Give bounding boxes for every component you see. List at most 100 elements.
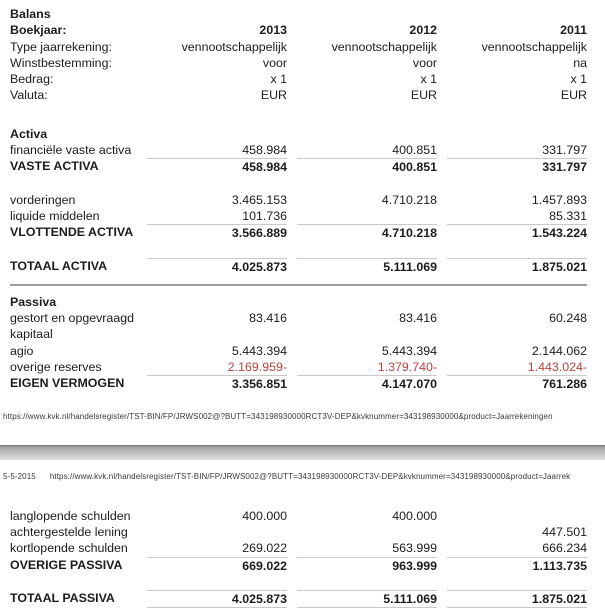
value-cell: x 1 — [270, 72, 287, 87]
value-cell — [137, 326, 287, 342]
table-row: TOTAAL PASSIVA 4.025.873 5.111.069 1.875.02… — [10, 589, 587, 609]
value-cell: 2.169.959- — [227, 360, 287, 375]
value-cell — [287, 326, 437, 342]
value-cell: 2012 — [409, 23, 437, 38]
table-row: liquide middelen 101.736 85.331 — [10, 208, 587, 224]
value-cell: 2.144.062 — [531, 343, 587, 358]
table-row: Balans — [10, 6, 587, 22]
table-row: Passiva — [10, 294, 587, 310]
row-label: TOTAAL PASSIVA — [10, 590, 115, 605]
value-cell: EUR — [260, 88, 287, 103]
row-label: overige reserves — [10, 360, 102, 375]
row-spacer — [10, 176, 587, 192]
value-cell: 83.416 — [399, 311, 437, 326]
table-row: VASTE ACTIVA 458.984 400.851 331.797 — [10, 158, 587, 175]
row-spacer — [10, 242, 587, 258]
value-cell — [287, 6, 437, 22]
value-cell — [437, 326, 587, 342]
page2-header-url: https://www.kvk.nl/handelsregister/TST-B… — [49, 471, 571, 481]
value-cell: EUR — [560, 88, 587, 103]
table-row: OVERIGE PASSIVA 669.022 963.999 1.113.735 — [10, 556, 587, 574]
table-row: TOTAAL ACTIVA 4.025.873 5.111.069 1.875.021 — [10, 257, 587, 275]
value-cell: 458.984 — [242, 143, 287, 158]
value-cell: 447.501 — [542, 524, 587, 539]
value-cell: 761.286 — [447, 375, 587, 392]
value-cell: 5.111.069 — [297, 589, 437, 609]
value-cell: 3.566.889 — [147, 224, 287, 241]
table-row: langlopende schulden 400.000 400.000 — [10, 508, 587, 524]
table-row: Boekjaar: 2013 2012 2011 — [10, 22, 587, 38]
page1-footer-url: https://www.kvk.nl/handelsregister/TST-B… — [3, 411, 553, 421]
table-row: Bedrag: x 1 x 1 x 1 — [10, 71, 587, 87]
row-spacer — [10, 104, 587, 126]
balance-table-page2: langlopende schulden 400.000 400.000 achter… — [10, 508, 587, 609]
value-cell: 563.999 — [392, 541, 437, 556]
row-label: Type jaarrekening: — [10, 39, 112, 54]
row-label: vorderingen — [10, 192, 76, 207]
value-cell: voor — [412, 55, 437, 70]
page2-header: 5-5-2015 https://www.kvk.nl/handelsregist… — [3, 471, 603, 482]
value-cell: vennootschappelijk — [481, 39, 587, 54]
table-row: achtergestelde lening 447.501 — [10, 524, 587, 540]
row-label: EIGEN VERMOGEN — [10, 376, 125, 391]
table-row: agio 5.443.394 5.443.394 2.144.062 — [10, 343, 587, 359]
table-row: vorderingen 3.465.153 4.710.218 1.457.893 — [10, 192, 587, 208]
value-cell: 400.000 — [392, 508, 437, 523]
value-cell — [137, 6, 287, 22]
row-label: achtergestelde lening — [10, 524, 128, 539]
table-row: Winstbestemming: voor voor na — [10, 55, 587, 71]
row-label: Balans — [10, 7, 51, 21]
value-cell — [437, 126, 587, 142]
value-cell: 4.025.873 — [147, 257, 287, 275]
value-cell — [287, 126, 437, 142]
row-label: financiële vaste activa — [10, 143, 132, 158]
row-label: agio — [10, 343, 34, 358]
table-row: kapitaal — [10, 326, 587, 342]
value-cell: 331.797 — [447, 158, 587, 175]
table-row: Valuta: EUR EUR EUR — [10, 87, 587, 103]
value-cell: 4.710.218 — [381, 192, 437, 207]
table-row: Activa — [10, 126, 587, 142]
value-cell: 101.736 — [242, 208, 287, 223]
table-row: VLOTTENDE ACTIVA 3.566.889 4.710.218 1.543.… — [10, 224, 587, 241]
value-cell — [437, 294, 587, 310]
value-cell: vennootschappelijk — [331, 39, 437, 54]
value-cell: voor — [262, 55, 287, 70]
value-cell: 458.984 — [147, 158, 287, 175]
table-row: EIGEN VERMOGEN 3.356.851 4.147.070 761.286 — [10, 375, 587, 392]
value-cell: 331.797 — [542, 143, 587, 158]
value-cell — [137, 294, 287, 310]
table-row: financiële vaste activa 458.984 400.851 331… — [10, 142, 587, 158]
table-row: kortlopende schulden 269.022 563.999 666.23… — [10, 540, 587, 556]
value-cell: 1.457.893 — [531, 192, 587, 207]
balance-table-page1: Balans Boekjaar: 2013 2012 2011 Type jaarreke… — [10, 6, 587, 393]
value-cell: 1.543.224 — [447, 224, 587, 241]
value-cell: 4.710.218 — [297, 224, 437, 241]
page-divider-bar — [0, 444, 605, 460]
value-cell: 669.022 — [147, 556, 287, 574]
value-cell: 85.331 — [549, 208, 587, 223]
row-label: Passiva — [10, 294, 57, 309]
row-label: liquide middelen — [10, 208, 100, 223]
value-cell: 4.147.070 — [297, 375, 437, 392]
row-label: VASTE ACTIVA — [10, 159, 99, 174]
value-cell: 2013 — [259, 23, 287, 38]
value-cell: 3.356.851 — [147, 375, 287, 392]
value-cell: 963.999 — [297, 556, 437, 574]
row-label: Boekjaar: — [10, 23, 67, 38]
value-cell — [437, 508, 587, 524]
row-label: Winstbestemming: — [10, 55, 112, 70]
value-cell: 60.248 — [549, 311, 587, 326]
value-cell: 2011 — [560, 23, 587, 38]
row-label: TOTAAL ACTIVA — [10, 258, 108, 273]
value-cell: 1.113.735 — [447, 556, 587, 574]
value-cell: 1.875.021 — [447, 257, 587, 275]
section-end-rule — [10, 283, 587, 286]
value-cell — [437, 6, 587, 22]
row-label: Bedrag: — [10, 72, 54, 87]
value-cell — [287, 208, 437, 224]
value-cell: na — [573, 55, 587, 70]
value-cell: 5.443.394 — [231, 343, 287, 358]
value-cell: 5.443.394 — [381, 343, 437, 358]
